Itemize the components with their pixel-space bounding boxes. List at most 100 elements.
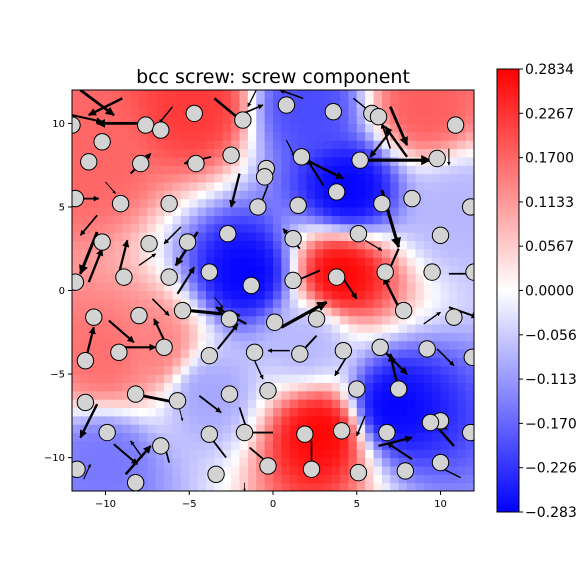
field-cell (281, 315, 291, 325)
field-cell (147, 357, 157, 367)
field-cell (398, 232, 408, 241)
field-cell (122, 181, 132, 191)
field-cell (423, 482, 433, 491)
field-cell (172, 440, 182, 450)
field-cell (122, 257, 132, 267)
field-cell (206, 390, 215, 400)
field-cell (164, 399, 174, 409)
field-cell (214, 115, 224, 125)
field-cell (398, 332, 408, 342)
field-cell (407, 206, 416, 216)
field-cell (281, 148, 291, 158)
field-cell (206, 206, 215, 216)
field-cell (222, 474, 232, 484)
field-cell (407, 390, 416, 400)
field-cell (289, 382, 299, 392)
field-cell (373, 449, 383, 459)
field-cell (172, 298, 182, 308)
field-cell (390, 290, 400, 300)
field-cell (432, 340, 442, 350)
field-cell (407, 440, 416, 450)
field-cell (189, 440, 199, 450)
field-cell (88, 131, 98, 141)
y-tick-label: 10 (52, 119, 65, 130)
field-cell (381, 357, 391, 367)
field-cell (264, 106, 274, 116)
field-cell (147, 415, 157, 425)
field-cell (239, 257, 249, 267)
displacement-arrow (79, 90, 115, 117)
field-cell (164, 332, 174, 342)
field-cell (231, 399, 241, 409)
field-cell (130, 223, 140, 233)
field-cell (390, 465, 400, 475)
field-cell (390, 415, 400, 425)
field-cell (197, 365, 207, 375)
field-cell (340, 181, 349, 191)
field-cell (72, 298, 81, 308)
field-cell (139, 365, 148, 375)
field-cell (465, 399, 474, 409)
field-cell (214, 365, 224, 375)
field-cell (365, 415, 375, 425)
field-cell (415, 257, 425, 267)
field-cell (264, 407, 274, 417)
field-cell (139, 323, 148, 333)
field-cell (365, 365, 375, 375)
field-cell (273, 190, 282, 200)
field-cell (281, 265, 291, 275)
field-cell (289, 131, 299, 141)
field-cell (80, 115, 90, 125)
plot-area (72, 90, 474, 491)
field-cell (356, 282, 366, 292)
field-cell (231, 407, 241, 417)
field-cell (440, 340, 450, 350)
field-cell (139, 399, 148, 409)
field-cell (306, 198, 316, 208)
field-cell (130, 282, 140, 292)
field-cell (423, 198, 433, 208)
field-cell (214, 140, 224, 150)
colorbar-tick-label: −0.113 (525, 372, 576, 388)
field-cell (130, 98, 140, 108)
field-cell (314, 140, 324, 150)
field-cell (105, 290, 115, 300)
field-cell (398, 257, 408, 267)
field-cell (256, 282, 266, 292)
field-cell (164, 282, 174, 292)
field-cell (72, 482, 81, 491)
field-cell (155, 382, 165, 392)
atom-marker (160, 268, 178, 286)
field-cell (448, 131, 458, 141)
field-cell (239, 215, 249, 225)
field-cell (164, 407, 174, 417)
field-layer (72, 90, 474, 491)
chart-title: bcc screw: screw component (136, 66, 410, 88)
displacement-arrow (138, 253, 157, 266)
field-cell (298, 382, 308, 392)
colorbar-tick-label: 0.1133 (525, 195, 574, 211)
field-cell (172, 98, 182, 108)
field-cell (247, 265, 257, 275)
field-cell (448, 248, 458, 258)
field-cell (398, 115, 408, 125)
field-cell (147, 140, 157, 150)
field-cell (264, 298, 274, 308)
field-cell (398, 482, 408, 491)
field-cell (356, 457, 366, 467)
field-cell (398, 399, 408, 409)
field-cell (314, 115, 324, 125)
field-cell (423, 449, 433, 459)
displacement-arrow (229, 173, 241, 208)
field-cell (415, 415, 425, 425)
field-cell (381, 223, 391, 233)
field-cell (331, 98, 341, 108)
field-cell (80, 173, 90, 183)
field-cell (340, 474, 349, 484)
atom-marker (428, 149, 446, 168)
field-cell (222, 399, 232, 409)
field-cell (147, 298, 157, 308)
field-cell (306, 232, 316, 241)
field-cell (298, 474, 308, 484)
field-cell (381, 457, 391, 467)
